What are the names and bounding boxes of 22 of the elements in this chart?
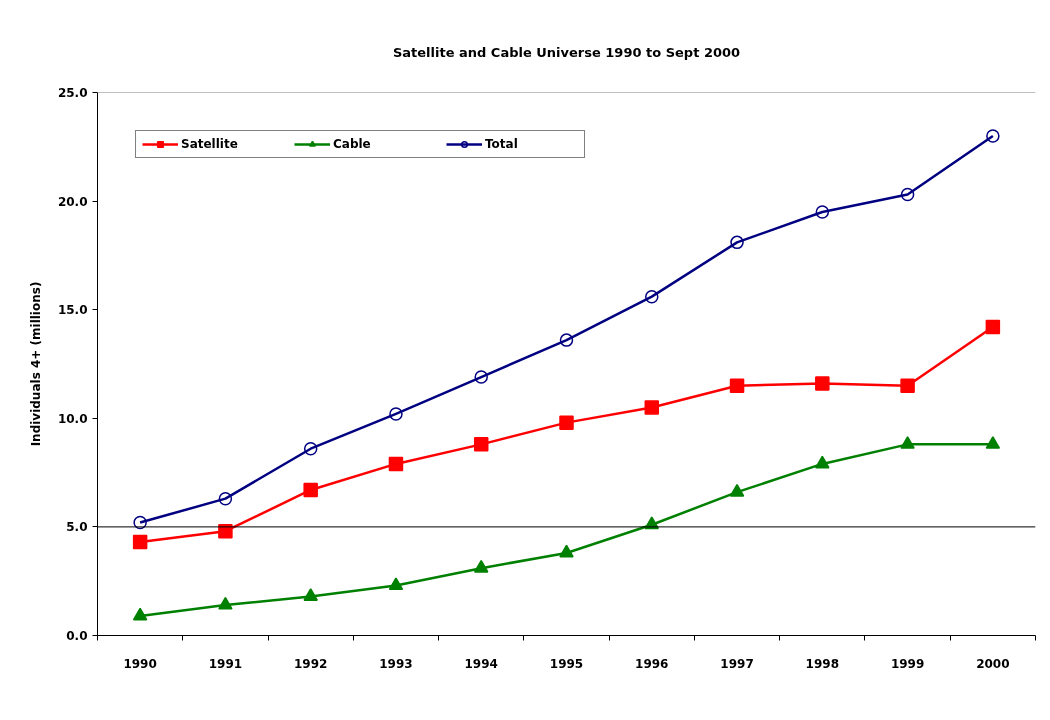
x-tick-label: 1990	[123, 656, 157, 671]
x-tick-label: 1996	[635, 656, 669, 671]
y-tick-label: 25.0	[57, 86, 88, 100]
x-tick-label: 1997	[720, 656, 754, 671]
x-tick-label: 1999	[890, 656, 925, 671]
y-tick-label: 0.0	[66, 629, 88, 643]
chart-title: Satellite and Cable Universe 1990 to Sept 2000	[392, 44, 741, 60]
y-tick-label: 5.0	[66, 520, 88, 535]
y-tick-label: 10.0	[57, 411, 88, 426]
y-tick-label: 15.0	[57, 303, 88, 318]
x-tick-label: 1995	[549, 656, 584, 671]
legend-label: Total	[485, 137, 519, 151]
legend-label: Cable	[333, 137, 372, 151]
x-tick-label: 2000	[976, 656, 1010, 671]
x-tick-label: 1993	[379, 656, 413, 671]
x-tick-label: 1992	[293, 656, 328, 671]
x-tick-label: 1998	[805, 656, 840, 671]
y-axis-title: Individuals 4+ (millions)	[28, 281, 43, 447]
x-tick-label: 1994	[464, 656, 498, 671]
x-tick-label: 1991	[208, 656, 243, 671]
y-tick-label: 20.0	[57, 194, 88, 209]
legend-label: Satellite	[181, 137, 239, 151]
